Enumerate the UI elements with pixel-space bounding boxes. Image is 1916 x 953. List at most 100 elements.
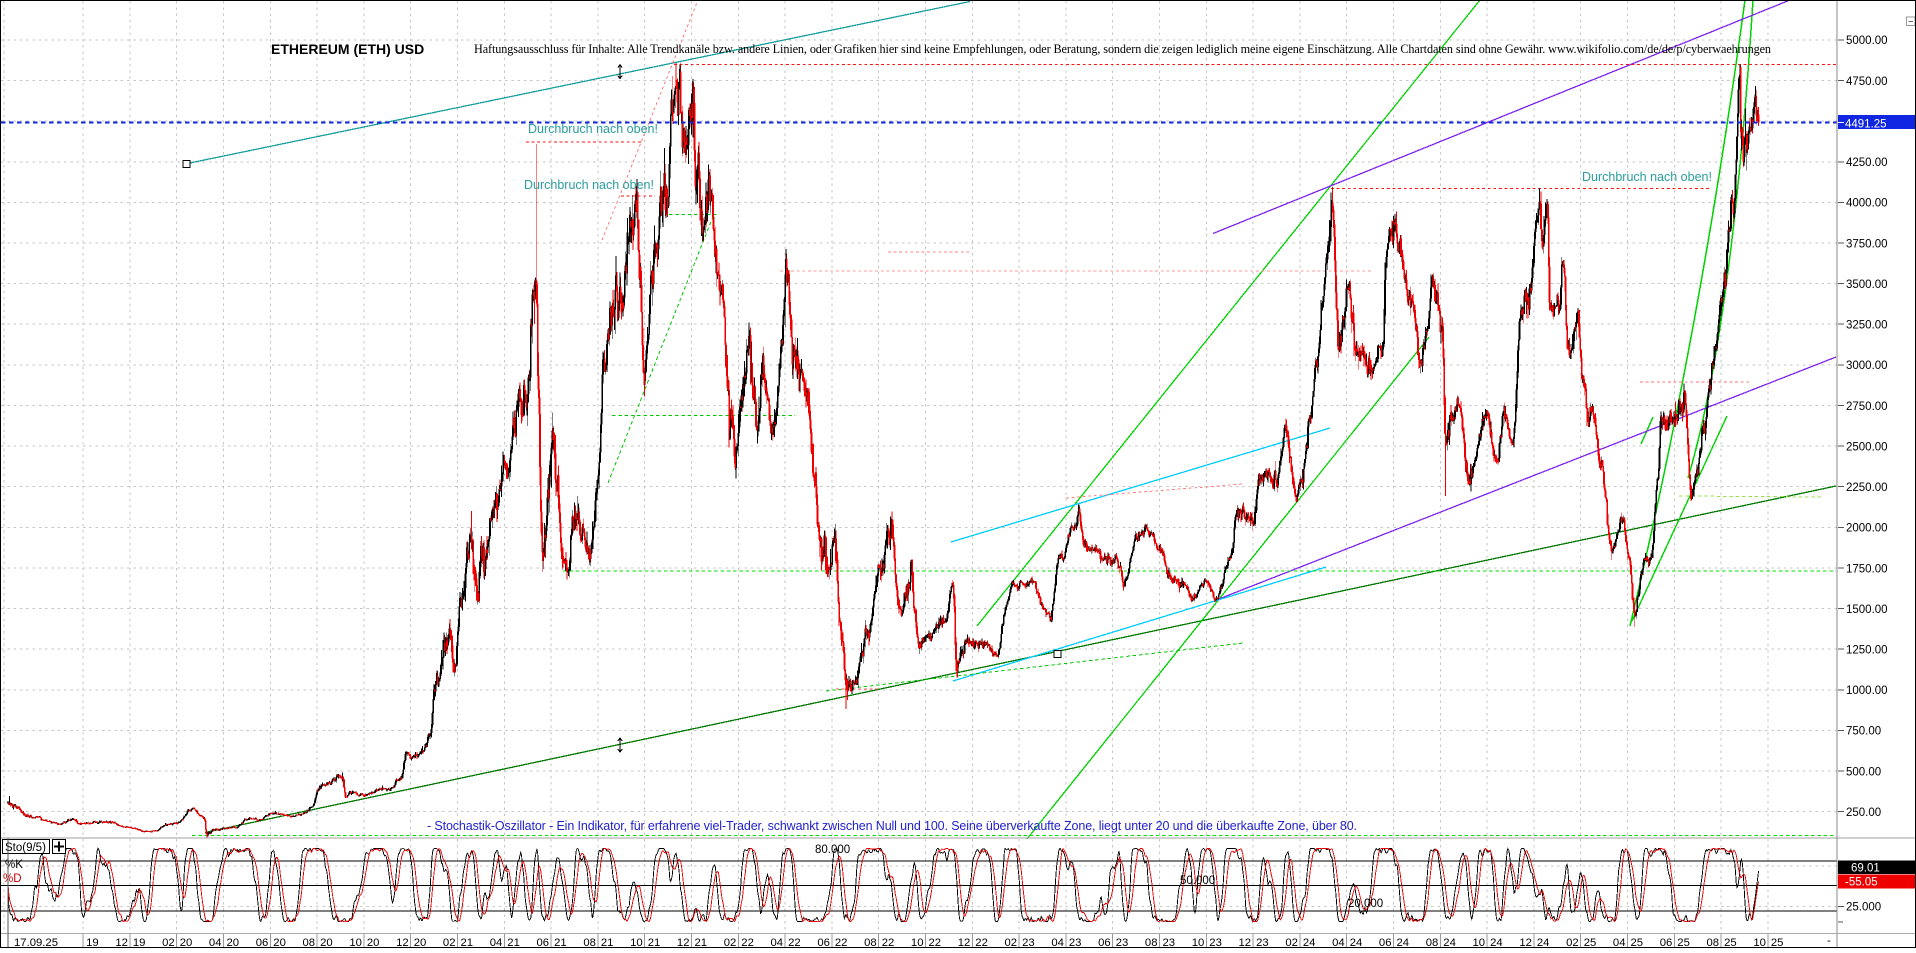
svg-text:69.01: 69.01	[1851, 862, 1880, 874]
svg-text:25: 25	[1631, 937, 1644, 948]
svg-text:20.000: 20.000	[1348, 898, 1383, 910]
svg-text:24: 24	[1397, 937, 1410, 948]
svg-text:%D: %D	[3, 873, 22, 885]
svg-text:ETHEREUM (ETH) USD: ETHEREUM (ETH) USD	[271, 41, 424, 57]
svg-text:Sto(9/5): Sto(9/5)	[5, 842, 46, 854]
svg-text:1750.00: 1750.00	[1846, 563, 1888, 575]
svg-text:10: 10	[911, 937, 924, 948]
svg-text:-55.05: -55.05	[1845, 877, 1878, 889]
svg-text:08: 08	[303, 937, 316, 948]
svg-text:1000.00: 1000.00	[1846, 685, 1888, 697]
svg-text:4250.00: 4250.00	[1846, 157, 1888, 169]
svg-text:12: 12	[677, 937, 690, 948]
svg-text:Durchbruch nach oben!: Durchbruch nach oben!	[1582, 170, 1712, 184]
svg-text:23: 23	[1116, 937, 1129, 948]
svg-text:02: 02	[724, 937, 737, 948]
svg-text:24: 24	[1303, 937, 1316, 948]
svg-text:1500.00: 1500.00	[1846, 604, 1888, 616]
svg-text:02: 02	[1566, 937, 1579, 948]
svg-text:04: 04	[771, 937, 784, 948]
svg-text:21: 21	[554, 937, 567, 948]
svg-text:25: 25	[1677, 937, 1690, 948]
svg-text:06: 06	[1098, 937, 1111, 948]
svg-text:17.09.25: 17.09.25	[14, 937, 58, 948]
svg-text:22: 22	[788, 937, 801, 948]
svg-text:20: 20	[180, 937, 193, 948]
svg-text:10: 10	[1753, 937, 1766, 948]
svg-text:20: 20	[273, 937, 286, 948]
svg-text:21: 21	[648, 937, 661, 948]
svg-text:1250.00: 1250.00	[1846, 645, 1888, 657]
svg-text:500.00: 500.00	[1846, 766, 1881, 778]
svg-text:25: 25	[1771, 937, 1784, 948]
svg-text:Durchbruch nach oben!: Durchbruch nach oben!	[524, 178, 654, 192]
svg-text:08: 08	[1707, 937, 1720, 948]
svg-text:250.00: 250.00	[1846, 807, 1881, 819]
svg-text:23: 23	[1022, 937, 1035, 948]
svg-text:04: 04	[1332, 937, 1345, 948]
svg-text:08: 08	[583, 937, 596, 948]
svg-text:22: 22	[929, 937, 942, 948]
svg-text:- Stochastik-Oszillator - Ein: - Stochastik-Oszillator - Ein Indikator,…	[427, 819, 1357, 833]
svg-text:04: 04	[490, 937, 503, 948]
svg-text:06: 06	[1660, 937, 1673, 948]
svg-text:21: 21	[601, 937, 614, 948]
svg-text:3750.00: 3750.00	[1846, 238, 1888, 250]
svg-text:19: 19	[133, 937, 146, 948]
svg-text:23: 23	[1209, 937, 1222, 948]
svg-text:24: 24	[1537, 937, 1550, 948]
svg-text:10: 10	[1473, 937, 1486, 948]
svg-text:24: 24	[1350, 937, 1363, 948]
svg-text:20: 20	[367, 937, 380, 948]
svg-text:12: 12	[1239, 937, 1252, 948]
svg-text:25: 25	[1584, 937, 1597, 948]
svg-text:08: 08	[1426, 937, 1439, 948]
svg-text:24: 24	[1490, 937, 1503, 948]
svg-text:2500.00: 2500.00	[1846, 441, 1888, 453]
svg-text:-: -	[1827, 935, 1831, 947]
svg-text:21: 21	[507, 937, 520, 948]
svg-text:04: 04	[1613, 937, 1626, 948]
svg-text:04: 04	[1051, 937, 1064, 948]
svg-text:25.000: 25.000	[1846, 902, 1881, 914]
svg-text:2000.00: 2000.00	[1846, 523, 1888, 535]
svg-text:22: 22	[975, 937, 988, 948]
svg-text:19: 19	[86, 937, 99, 948]
svg-text:02: 02	[1285, 937, 1298, 948]
svg-text:06: 06	[537, 937, 550, 948]
svg-text:23: 23	[1256, 937, 1269, 948]
svg-text:23: 23	[1069, 937, 1082, 948]
svg-text:5000.00: 5000.00	[1846, 35, 1888, 47]
svg-text:Haftungsausschluss für Inhalte: Haftungsausschluss für Inhalte: Alle Tre…	[474, 42, 1771, 56]
svg-text:08: 08	[1145, 937, 1158, 948]
svg-text:12: 12	[396, 937, 409, 948]
svg-text:06: 06	[817, 937, 830, 948]
svg-text:750.00: 750.00	[1846, 726, 1881, 738]
svg-text:4000.00: 4000.00	[1846, 198, 1888, 210]
svg-text:12: 12	[115, 937, 128, 948]
svg-text:20: 20	[320, 937, 333, 948]
svg-text:02: 02	[162, 937, 175, 948]
svg-text:2250.00: 2250.00	[1846, 482, 1888, 494]
svg-text:25: 25	[1724, 937, 1737, 948]
svg-text:%K: %K	[5, 859, 23, 871]
svg-text:20: 20	[227, 937, 240, 948]
svg-text:20: 20	[414, 937, 427, 948]
svg-text:06: 06	[1379, 937, 1392, 948]
svg-text:2750.00: 2750.00	[1846, 401, 1888, 413]
svg-text:22: 22	[882, 937, 895, 948]
svg-text:04: 04	[209, 937, 222, 948]
svg-text:23: 23	[1163, 937, 1176, 948]
svg-text:Durchbruch nach oben!: Durchbruch nach oben!	[528, 122, 658, 136]
svg-text:4491.25: 4491.25	[1845, 118, 1887, 130]
svg-text:24: 24	[1443, 937, 1456, 948]
svg-text:22: 22	[835, 937, 848, 948]
svg-text:50.000: 50.000	[1180, 875, 1215, 887]
svg-text:3250.00: 3250.00	[1846, 320, 1888, 332]
svg-text:10: 10	[349, 937, 362, 948]
svg-text:21: 21	[695, 937, 708, 948]
svg-text:10: 10	[1192, 937, 1205, 948]
svg-text:21: 21	[461, 937, 474, 948]
svg-text:06: 06	[256, 937, 269, 948]
svg-text:3000.00: 3000.00	[1846, 360, 1888, 372]
